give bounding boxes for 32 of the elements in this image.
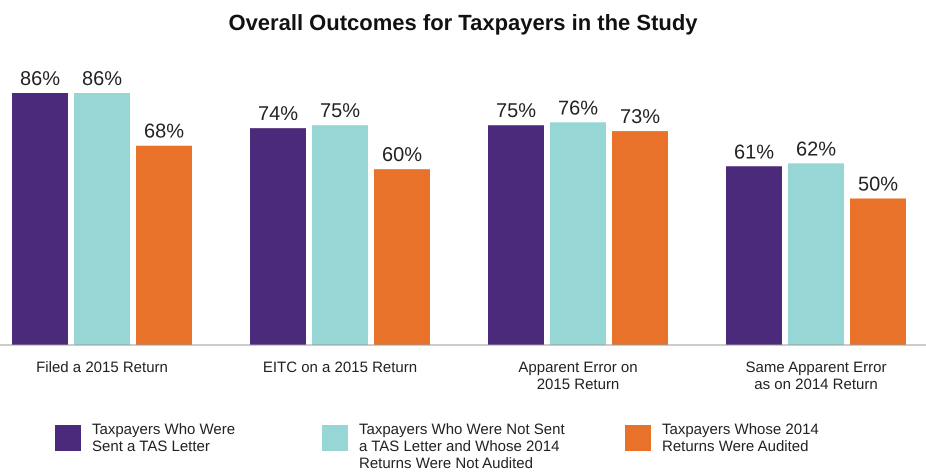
data-label: 50% <box>858 173 898 196</box>
data-label: 74% <box>258 103 298 126</box>
chart-title: Overall Outcomes for Taxpayers in the Study <box>228 10 698 35</box>
data-label: 62% <box>796 138 836 160</box>
data-label: 86% <box>20 68 60 90</box>
data-label: 60% <box>382 144 422 166</box>
bar <box>788 163 844 345</box>
data-label: 76% <box>558 97 598 120</box>
bar <box>250 128 306 345</box>
bar <box>374 169 430 345</box>
bar <box>550 122 606 345</box>
bar <box>850 198 906 345</box>
data-label: 73% <box>620 106 660 128</box>
x-tick-label: Same Apparent Error as on 2014 Return <box>746 359 886 393</box>
bar <box>726 166 782 345</box>
legend-label: Taxpayers Who Were Sent a TAS Letter <box>92 421 236 455</box>
x-tick-label: Filed a 2015 Return <box>36 359 168 376</box>
data-label: 68% <box>144 120 184 143</box>
bar <box>12 93 68 345</box>
data-label: 75% <box>496 100 536 122</box>
bar <box>488 125 544 345</box>
data-label: 75% <box>320 100 360 122</box>
bar <box>312 125 368 345</box>
bar <box>136 146 192 345</box>
data-label: 86% <box>82 68 122 90</box>
legend-label: Taxpayers Whose 2014 Returns Were Audited <box>662 421 819 455</box>
x-tick-label: Apparent Error on 2015 Return <box>518 359 638 393</box>
legend-label: Taxpayers Who Were Not Sent a TAS Letter and Whose 2014 Returns Were Not Audited <box>359 421 566 472</box>
data-label: 61% <box>734 141 774 164</box>
bar <box>74 93 130 345</box>
x-tick-label: EITC on a 2015 Return <box>262 359 418 376</box>
bar <box>612 131 668 345</box>
